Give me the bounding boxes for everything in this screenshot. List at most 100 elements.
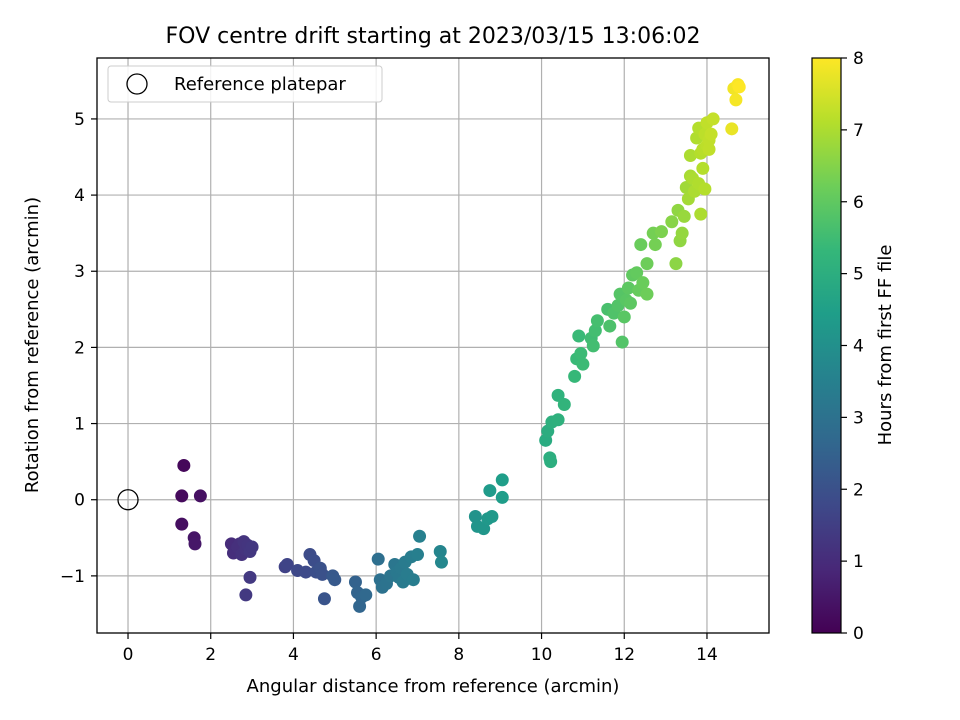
data-point xyxy=(729,93,743,107)
data-point xyxy=(696,161,710,175)
y-axis-label: Rotation from reference (arcmin) xyxy=(22,197,43,493)
data-point xyxy=(280,557,294,571)
data-point xyxy=(243,570,257,584)
x-axis-label: Angular distance from reference (arcmin) xyxy=(247,676,620,697)
x-tick-label: 4 xyxy=(288,645,299,665)
data-point xyxy=(483,484,497,498)
data-point xyxy=(702,142,716,156)
chart-title: FOV centre drift starting at 2023/03/15 … xyxy=(166,24,701,49)
data-point xyxy=(590,314,604,328)
data-point xyxy=(636,276,650,290)
y-tick-label: −1 xyxy=(60,567,85,587)
data-point xyxy=(434,555,448,569)
colorbar-tick-label: 7 xyxy=(853,121,864,141)
x-axis-ticks: 0 2 4 6 8 10 12 14 xyxy=(123,633,718,665)
legend-reference-marker xyxy=(126,73,148,95)
data-point xyxy=(468,509,482,523)
colorbar-tick-label: 6 xyxy=(853,193,864,213)
colorbar-tick-label: 2 xyxy=(853,480,864,500)
data-point xyxy=(732,80,746,94)
data-point xyxy=(433,545,447,559)
data-point xyxy=(675,226,689,240)
data-point xyxy=(640,257,654,271)
data-point xyxy=(239,588,253,602)
colorbar-tick-label: 4 xyxy=(853,337,864,357)
data-point xyxy=(706,112,720,126)
data-point xyxy=(568,369,582,383)
x-tick-label: 10 xyxy=(531,645,553,665)
colorbar-tick-label: 5 xyxy=(853,265,864,285)
colorbar-ticks: 0 1 2 3 4 5 6 7 8 xyxy=(841,49,864,644)
data-point xyxy=(495,490,509,504)
data-point xyxy=(725,122,739,136)
data-point xyxy=(245,540,259,554)
data-point xyxy=(188,537,202,551)
legend-box xyxy=(107,65,383,103)
data-point xyxy=(413,529,427,543)
grid xyxy=(97,58,769,633)
colorbar-label: Hours from first FF file xyxy=(875,245,896,446)
data-point xyxy=(603,319,617,333)
data-point xyxy=(551,413,565,427)
y-tick-label: 2 xyxy=(74,338,85,358)
data-point xyxy=(410,548,424,562)
colorbar-tick-label: 0 xyxy=(853,624,864,644)
data-point xyxy=(683,148,697,162)
legend: Reference platepar xyxy=(107,65,383,103)
y-axis-ticks: −1 0 1 2 3 4 5 xyxy=(60,110,97,587)
data-point xyxy=(634,238,648,252)
x-tick-label: 8 xyxy=(453,645,464,665)
x-tick-label: 0 xyxy=(123,645,134,665)
data-point xyxy=(574,346,588,360)
data-point xyxy=(177,458,191,472)
data-point xyxy=(617,310,631,324)
data-point xyxy=(572,329,586,343)
data-point xyxy=(348,575,362,589)
colorbar-tick-label: 3 xyxy=(853,408,864,428)
data-point xyxy=(623,296,637,310)
colorbar: 0 1 2 3 4 5 6 7 8 Hours from first FF file xyxy=(811,49,896,644)
data-point xyxy=(317,592,331,606)
x-tick-label: 2 xyxy=(205,645,216,665)
data-point xyxy=(299,565,313,579)
data-point xyxy=(640,287,654,301)
data-point xyxy=(694,207,708,221)
colorbar-gradient xyxy=(811,57,842,634)
data-point xyxy=(551,388,565,402)
data-point xyxy=(630,266,644,280)
data-points xyxy=(175,78,746,613)
data-point xyxy=(328,573,342,587)
data-point xyxy=(175,517,189,531)
data-point xyxy=(406,573,420,587)
data-point xyxy=(315,567,329,581)
legend-entry-label: Reference platepar xyxy=(174,74,346,95)
reference-platepar-marker xyxy=(117,489,139,511)
data-point xyxy=(588,324,602,338)
plot-frame xyxy=(96,57,770,634)
y-tick-label: 0 xyxy=(74,491,85,511)
data-point xyxy=(677,209,691,223)
data-point xyxy=(557,398,571,412)
y-tick-label: 4 xyxy=(74,186,85,206)
data-point xyxy=(544,455,558,469)
data-point xyxy=(485,509,499,523)
colorbar-tick-label: 8 xyxy=(853,49,864,69)
data-point xyxy=(175,489,189,503)
data-point xyxy=(704,127,718,141)
colorbar-tick-label: 1 xyxy=(853,552,864,572)
data-point xyxy=(371,552,385,566)
data-point xyxy=(615,335,629,349)
y-tick-label: 5 xyxy=(74,110,85,130)
reference-layer xyxy=(117,489,139,511)
x-tick-label: 12 xyxy=(613,645,635,665)
y-tick-label: 3 xyxy=(74,262,85,282)
data-point xyxy=(193,489,207,503)
data-point xyxy=(669,257,683,271)
data-point xyxy=(576,357,590,371)
data-point xyxy=(665,215,679,229)
data-point xyxy=(654,225,668,239)
data-point xyxy=(477,522,491,536)
data-point xyxy=(621,281,635,295)
data-point xyxy=(359,588,373,602)
